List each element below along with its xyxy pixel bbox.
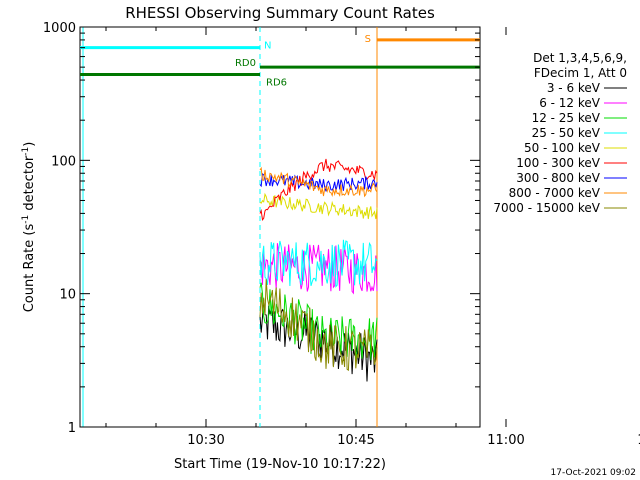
y-axis-label-close: ) bbox=[22, 142, 37, 147]
legend-header-line-2: FDecim 1, Att 0 bbox=[534, 66, 627, 80]
flag-label-rd0: RD0 bbox=[235, 58, 256, 69]
flag-label-rd6: RD6 bbox=[266, 78, 287, 89]
series-layer bbox=[259, 158, 378, 382]
y-axis-label-tail-sup: -1 bbox=[21, 147, 31, 156]
legend-header-line-1: Det 1,3,4,5,6,9, bbox=[533, 51, 627, 65]
series-line-8 bbox=[259, 279, 378, 372]
series-line-1 bbox=[259, 243, 378, 295]
legend-label-6: 300 - 800 keV bbox=[516, 171, 600, 185]
y-tick-label: 1 bbox=[68, 421, 76, 436]
x-tick-label: 11:00 bbox=[487, 433, 524, 448]
legend-label-7: 800 - 7000 keV bbox=[509, 186, 601, 200]
series-line-3 bbox=[259, 239, 378, 288]
x-tick-label: 10:30 bbox=[187, 433, 224, 448]
legend-label-0: 3 - 6 keV bbox=[547, 81, 601, 95]
y-axis-label-tail: detector bbox=[22, 155, 37, 215]
legend-label-5: 100 - 300 keV bbox=[516, 156, 600, 170]
y-tick-label: 100 bbox=[51, 154, 76, 169]
y-axis-label-main: Count Rate (s bbox=[22, 224, 37, 313]
legend: Det 1,3,4,5,6,9, FDecim 1, Att 0 3 - 6 k… bbox=[493, 51, 627, 215]
annotation-layer: NSFRD0RD6 bbox=[80, 27, 480, 427]
x-tick-label: 11:15 bbox=[637, 433, 640, 448]
legend-label-3: 25 - 50 keV bbox=[532, 126, 601, 140]
y-axis-label-sup: -1 bbox=[21, 215, 31, 224]
legend-label-2: 12 - 25 keV bbox=[532, 111, 601, 125]
legend-label-4: 50 - 100 keV bbox=[524, 141, 601, 155]
flag-label-n: N bbox=[264, 41, 271, 52]
legend-label-1: 6 - 12 keV bbox=[539, 96, 601, 110]
series-line-7 bbox=[259, 166, 378, 198]
y-tick-label: 1000 bbox=[43, 21, 76, 36]
y-tick-label: 10 bbox=[59, 288, 76, 303]
footer-date: 17-Oct-2021 09:02 bbox=[551, 468, 636, 478]
series-line-5 bbox=[259, 158, 378, 222]
y-axis-label: Count Rate (s-1 detector-1) bbox=[21, 142, 37, 313]
chart-title: RHESSI Observing Summary Count Rates bbox=[125, 4, 435, 22]
x-axis-label: Start Time (19-Nov-10 10:17:22) bbox=[174, 457, 386, 472]
flag-label-s: S bbox=[365, 34, 371, 45]
x-tick-label: 10:45 bbox=[337, 433, 374, 448]
legend-label-8: 7000 - 15000 keV bbox=[493, 201, 600, 215]
plot-frame bbox=[79, 26, 481, 428]
series-line-2 bbox=[259, 282, 378, 361]
